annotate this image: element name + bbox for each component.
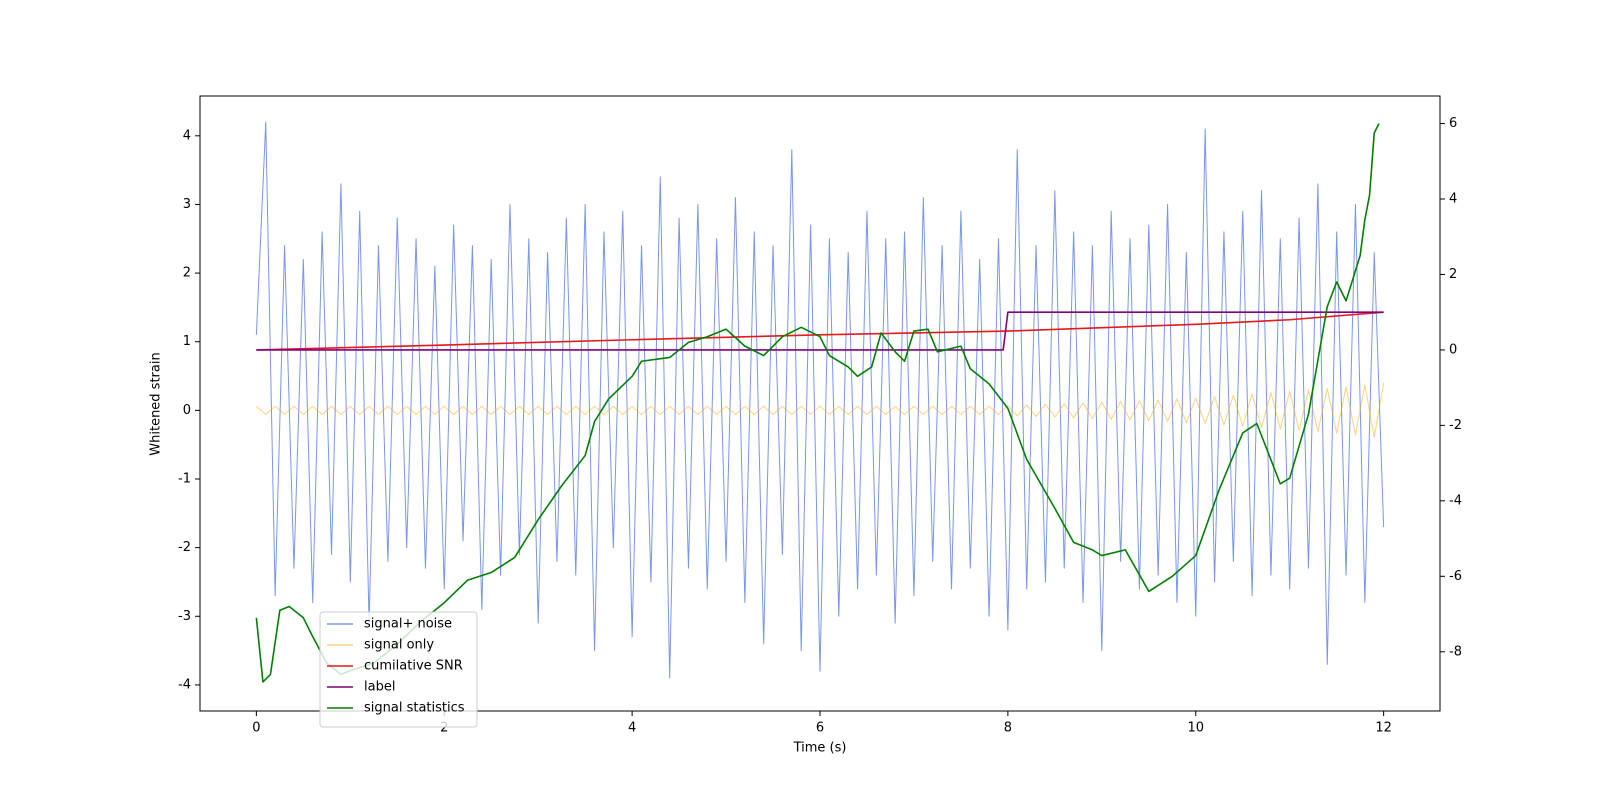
legend-label: label bbox=[364, 680, 395, 695]
legend-label: signal+ noise bbox=[364, 617, 452, 632]
y-tick-label: -4 bbox=[178, 677, 191, 692]
x-tick-label: 8 bbox=[1004, 721, 1012, 736]
y-axis-label: Whitened strain bbox=[149, 352, 164, 455]
y2-tick-label: -6 bbox=[1449, 569, 1462, 584]
y-tick-label: 1 bbox=[183, 334, 191, 349]
x-tick-label: 2 bbox=[440, 721, 448, 736]
x-tick-label: 10 bbox=[1187, 721, 1204, 736]
x-tick-label: 6 bbox=[816, 721, 824, 736]
y-tick-label: 4 bbox=[183, 128, 191, 143]
y2-tick-label: -2 bbox=[1449, 418, 1462, 433]
y-tick-label: 0 bbox=[183, 403, 191, 418]
series-line bbox=[256, 311, 1384, 351]
y-tick-label: 3 bbox=[183, 197, 191, 212]
legend-label: signal statistics bbox=[364, 701, 465, 716]
x-axis-label: Time (s) bbox=[793, 741, 847, 756]
series-line bbox=[256, 311, 1384, 351]
legend-label: signal only bbox=[364, 638, 434, 653]
y-tick-label: -1 bbox=[178, 472, 191, 487]
legend: signal+ noise signal only cumilative SNR la… bbox=[319, 611, 478, 728]
plot-area bbox=[255, 121, 1385, 683]
y-tick-label: -2 bbox=[178, 540, 191, 555]
y2-tick-label: 0 bbox=[1449, 342, 1457, 357]
y2-tick-label: -4 bbox=[1449, 493, 1462, 508]
y2-tick-label: -8 bbox=[1449, 644, 1462, 659]
legend-label: cumilative SNR bbox=[364, 659, 463, 674]
y-tick-label: -3 bbox=[178, 609, 191, 624]
legend-box bbox=[319, 611, 478, 728]
series-line bbox=[255, 121, 1385, 679]
x-tick-label: 12 bbox=[1375, 721, 1392, 736]
y-tick-label: 2 bbox=[183, 266, 191, 281]
x-tick-label: 4 bbox=[628, 721, 636, 736]
y2-tick-label: 4 bbox=[1449, 192, 1457, 207]
y2-tick-label: 6 bbox=[1449, 116, 1457, 131]
x-tick-label: 0 bbox=[252, 721, 260, 736]
y2-tick-label: 2 bbox=[1449, 267, 1457, 282]
series-line bbox=[256, 382, 1385, 438]
